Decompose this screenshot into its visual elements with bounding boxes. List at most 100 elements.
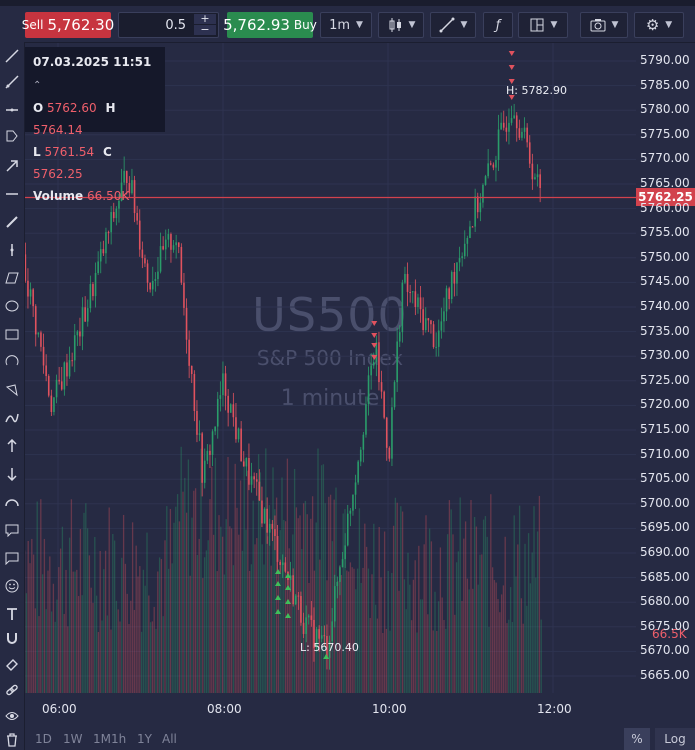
log-scale-toggle[interactable]: Log	[655, 728, 695, 750]
comment-icon[interactable]	[2, 548, 22, 568]
quantity-value: 0.5	[165, 17, 186, 33]
sell-signal-marker	[371, 333, 378, 338]
volume-bar	[169, 508, 172, 693]
vertical-line-icon[interactable]	[2, 240, 22, 260]
eye-icon[interactable]	[2, 706, 22, 726]
volume-bar	[153, 606, 155, 693]
volume-bar	[520, 598, 523, 693]
price-tick-label: 5770.00	[640, 151, 690, 166]
ray-tool-icon[interactable]	[2, 72, 22, 92]
arc-icon[interactable]	[2, 352, 22, 372]
arrow-down-icon[interactable]	[2, 464, 22, 484]
line-tool-icon[interactable]	[2, 46, 22, 66]
candle	[68, 360, 71, 377]
volume-bar	[299, 515, 301, 693]
candle	[240, 428, 242, 462]
horizontal-line-icon[interactable]	[2, 100, 22, 120]
horizontal-ray-icon[interactable]	[2, 184, 22, 204]
eraser-icon[interactable]	[2, 654, 22, 674]
volume-bar	[524, 543, 526, 693]
buy-signal-marker	[285, 613, 291, 618]
range-1m1h[interactable]: 1M1h	[93, 732, 127, 746]
price-label-icon[interactable]	[2, 126, 22, 146]
camera-icon	[590, 19, 606, 32]
range-1w[interactable]: 1W	[63, 732, 83, 746]
screenshot-button[interactable]: ▼	[580, 12, 628, 38]
text-tool-icon[interactable]	[2, 604, 22, 624]
range-1d[interactable]: 1D	[35, 732, 52, 746]
ellipse-icon[interactable]	[2, 296, 22, 316]
volume-bar	[248, 570, 251, 693]
layout-button[interactable]: ▼	[518, 12, 568, 38]
arrow-up-icon[interactable]	[2, 436, 22, 456]
candle	[58, 379, 60, 382]
volume-bar	[473, 516, 476, 693]
time-axis[interactable]: 06:00 08:00 10:00 12:00	[25, 694, 636, 724]
candle	[404, 273, 406, 283]
emoji-icon[interactable]	[2, 576, 22, 596]
volume-bar	[324, 503, 326, 693]
arrow-tool-icon[interactable]	[2, 156, 22, 176]
volume-bar	[329, 494, 332, 693]
candle	[151, 280, 154, 290]
candle	[37, 332, 40, 335]
percent-scale-toggle[interactable]: %	[624, 728, 650, 750]
candle	[112, 212, 115, 219]
candle	[125, 170, 128, 184]
triangle-icon[interactable]	[2, 380, 22, 400]
volume-bar	[81, 595, 83, 693]
volume-bar	[113, 540, 116, 693]
candle	[196, 410, 198, 435]
indicators-button[interactable]: ƒ	[483, 12, 513, 38]
curve-icon[interactable]	[2, 408, 22, 428]
volume-label: Volume	[33, 189, 84, 203]
volume-bar	[85, 503, 87, 693]
range-all[interactable]: All	[162, 732, 177, 746]
drawing-button[interactable]: ▼	[430, 12, 476, 38]
volume-bar	[459, 497, 461, 693]
candle	[388, 447, 391, 459]
volume-bar	[211, 466, 213, 693]
pen-tool-icon[interactable]	[2, 212, 22, 232]
candle	[443, 311, 445, 322]
rectangle-icon[interactable]	[2, 324, 22, 344]
sell-button[interactable]: Sell 5,762.30	[22, 12, 114, 38]
volume-bar	[427, 614, 429, 693]
candle-type-button[interactable]: ▼	[378, 12, 424, 38]
price-axis[interactable]: 5762.25 66.5K 5790.00 5785.00 5780.00 5775.…	[636, 43, 695, 693]
quantity-stepper[interactable]: 0.5 + −	[118, 12, 219, 38]
volume-bar	[121, 557, 123, 693]
candle	[42, 346, 45, 366]
volume-bar	[223, 574, 226, 693]
buy-button[interactable]: 5,762.93 Buy	[223, 12, 317, 38]
candle	[185, 307, 188, 340]
semicircle-icon[interactable]	[2, 492, 22, 512]
range-1y[interactable]: 1Y	[137, 732, 152, 746]
candle	[367, 375, 370, 405]
link-icon[interactable]	[2, 680, 22, 700]
increment-button[interactable]: +	[194, 13, 216, 24]
volume-bar	[245, 529, 247, 693]
candle	[29, 289, 32, 297]
volume-bar	[216, 571, 218, 693]
volume-bar	[488, 626, 490, 693]
candle	[320, 635, 323, 639]
price-chart[interactable]: US500 S&P 500 Index 1 minute 07.03.2025 …	[25, 43, 636, 693]
decrement-button[interactable]: −	[194, 24, 216, 35]
volume-bar	[218, 515, 220, 693]
volume-bar	[95, 595, 98, 693]
candle-type-icon	[389, 18, 401, 32]
bottom-bar: 1D 1W 1M1h 1Y All % Log	[25, 728, 695, 750]
callout-icon[interactable]	[2, 520, 22, 540]
volume-bar	[358, 508, 361, 693]
drawing-tools-rail	[0, 42, 25, 750]
trash-icon[interactable]	[2, 730, 22, 750]
magnet-icon[interactable]	[2, 628, 22, 648]
volume-bar	[378, 527, 380, 693]
settings-button[interactable]: ⚙ ▼	[634, 12, 684, 38]
volume-bar	[293, 468, 296, 693]
timeframe-dropdown[interactable]: 1m ▼	[320, 12, 372, 38]
parallelogram-icon[interactable]	[2, 268, 22, 288]
volume-bar	[77, 596, 80, 693]
volume-bar	[157, 571, 159, 693]
